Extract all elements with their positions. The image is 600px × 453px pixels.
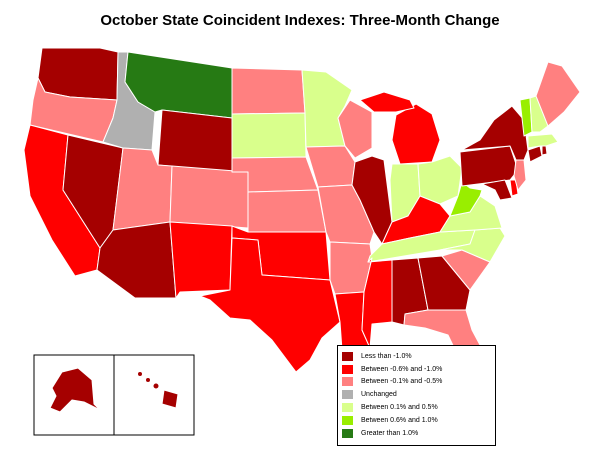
state-wy xyxy=(157,109,233,173)
state-wv xyxy=(449,181,483,217)
state-me xyxy=(535,61,581,127)
state-ct xyxy=(527,145,543,163)
state-wa xyxy=(37,47,119,101)
state-nm xyxy=(169,221,233,299)
legend-swatch xyxy=(342,377,353,387)
state-hi xyxy=(137,371,179,409)
legend-item: Between -0.1% and -0.5% xyxy=(342,376,491,389)
legend-label: Between -0.1% and -0.5% xyxy=(361,378,443,386)
state-tx xyxy=(199,237,341,373)
legend-label: Between 0.6% and 1.0% xyxy=(361,416,438,424)
state-sd xyxy=(231,112,307,159)
legend-item: Unchanged xyxy=(342,388,491,401)
legend-swatch xyxy=(342,364,353,374)
state-ks xyxy=(247,189,327,233)
legend-item: Greater than 1.0% xyxy=(342,427,491,440)
state-nd xyxy=(231,67,306,115)
state-ak xyxy=(49,367,101,413)
state-ma xyxy=(527,133,559,149)
legend-swatch xyxy=(342,390,353,400)
legend-label: Less than -1.0% xyxy=(361,352,412,360)
state-mi xyxy=(391,103,441,165)
state-ga xyxy=(417,255,471,311)
legend-item: Less than -1.0% xyxy=(342,350,491,363)
state-mi-upper xyxy=(359,91,415,113)
legend-label: Between -0.6% and -1.0% xyxy=(361,365,443,373)
legend-item: Between -0.6% and -1.0% xyxy=(342,363,491,376)
legend-swatch xyxy=(342,428,353,438)
legend-label: Unchanged xyxy=(361,391,397,399)
legend-swatch xyxy=(342,351,353,361)
state-nc xyxy=(439,227,506,263)
state-ri xyxy=(541,145,548,156)
legend-label: Greater than 1.0% xyxy=(361,429,419,437)
state-nh xyxy=(529,95,549,133)
legend-item: Between 0.1% and 0.5% xyxy=(342,401,491,414)
state-oh xyxy=(417,155,463,205)
legend-item: Between 0.6% and 1.0% xyxy=(342,414,491,427)
state-co xyxy=(169,165,249,229)
state-wi xyxy=(337,99,373,159)
state-md xyxy=(481,179,513,201)
hawaii-inset xyxy=(113,354,195,436)
map-title: October State Coincident Indexes: Three-… xyxy=(100,12,500,29)
state-pa xyxy=(459,145,519,187)
legend-swatch xyxy=(342,415,353,425)
legend-label: Between 0.1% and 0.5% xyxy=(361,404,438,412)
legend-swatch xyxy=(342,403,353,413)
legend: Less than -1.0% Between -0.6% and -1.0% Be… xyxy=(337,345,496,446)
